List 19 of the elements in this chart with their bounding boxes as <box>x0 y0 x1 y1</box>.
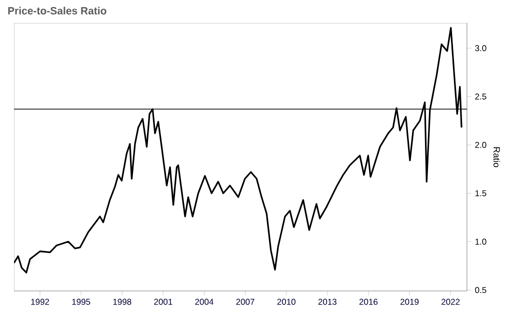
y-tick-label: 1.5 <box>475 190 486 196</box>
y-axis-title: Ratio <box>493 147 500 168</box>
x-tick-label: 1992 <box>31 298 50 305</box>
y-tick-label: 3.0 <box>475 45 486 52</box>
y-tick-label: 0.5 <box>475 287 486 294</box>
x-tick-label: 2007 <box>236 298 254 305</box>
x-tick-label: 2001 <box>154 298 172 305</box>
x-tick-label: 2016 <box>359 298 378 305</box>
y-tick-label: 2.5 <box>475 94 486 100</box>
x-tick-label: 2019 <box>400 298 419 305</box>
x-tick-label: 2004 <box>195 298 214 305</box>
x-tick-label: 2010 <box>277 298 296 305</box>
x-tick-label: 2013 <box>318 298 336 305</box>
y-tick-label: 2.0 <box>475 142 486 148</box>
x-tick-label: 1998 <box>113 298 132 305</box>
x-tick-label: 1995 <box>72 298 90 305</box>
y-tick-label: 1.0 <box>475 238 486 245</box>
chart-title: Price-to-Sales Ratio <box>8 6 106 14</box>
x-tick-label: 2022 <box>442 298 460 305</box>
